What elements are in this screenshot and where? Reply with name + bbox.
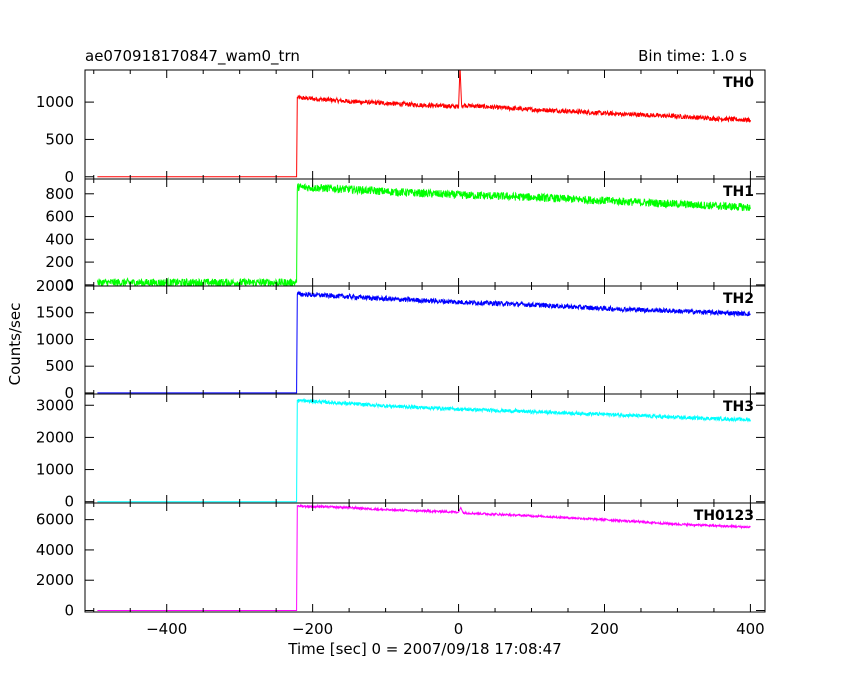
y-tick-label: 1500 [36,304,74,322]
panel-label: TH0 [723,75,754,91]
series-th1 [96,183,751,286]
panel-frame [84,502,766,613]
panel-label: TH2 [723,291,754,307]
x-tick-label: 0 [454,620,464,638]
y-tick-label: 4000 [36,541,74,559]
panel-th0123: 0 2000 4000 6000 TH0123 [36,502,766,619]
x-axis: −400 −200 0 200 400 [146,620,765,638]
y-tick-label: 2000 [36,277,74,295]
panel-label: TH1 [723,184,754,200]
x-tick-label: 400 [736,620,765,638]
series-th3 [97,397,751,503]
y-tick-label: 500 [45,130,74,148]
y-tick-label: 0 [64,168,74,186]
bin-time-label: Bin time: 1.0 s [638,47,747,65]
y-tick-label: 0 [64,384,74,402]
x-tick-label: −400 [146,620,187,638]
panel-th2: 0 500 1000 1500 2000 TH2 [36,277,766,402]
panel-th1: 0 200 400 600 800 TH1 [45,178,766,294]
y-tick-label: 0 [64,276,74,294]
y-tick-label: 200 [45,253,74,271]
y-tick-label: 400 [45,230,74,248]
y-tick-label: 800 [45,185,74,203]
y-tick-label: 2000 [36,428,74,446]
y-tick-label: 6000 [36,511,74,529]
y-tick-label: 3000 [36,396,74,414]
panel-th3: 0 1000 2000 3000 TH3 [36,393,766,511]
y-axis-label: Counts/sec [6,303,24,386]
y-tick-label: 1000 [36,330,74,348]
y-tick-label: 600 [45,208,74,226]
panel-label: TH3 [723,399,754,415]
y-tick-label: 500 [45,357,74,375]
series-th0 [97,70,751,178]
y-tick-label: 2000 [36,571,74,589]
chart-title: ae070918170847_wam0_trn [85,47,300,66]
x-axis-label: Time [sec] 0 = 2007/09/18 17:08:47 [287,640,561,658]
panel-label: TH0123 [694,508,754,524]
panel-th0: 0 500 1000 TH0 [36,69,766,186]
x-tick-label: −200 [292,620,333,638]
series-th0123 [97,503,751,611]
x-tick-label: 200 [590,620,619,638]
series-th2 [97,290,751,394]
y-tick-label: 1000 [36,93,74,111]
y-tick-label: 0 [64,493,74,511]
y-tick-label: 0 [64,601,74,619]
y-tick-label: 1000 [36,461,74,479]
panel-frame [84,393,766,504]
panel-frame [84,69,766,180]
panels-group: 0 500 1000 TH0 0 200 400 600 800 TH1 0 500 1000 1500 2… [36,69,766,638]
